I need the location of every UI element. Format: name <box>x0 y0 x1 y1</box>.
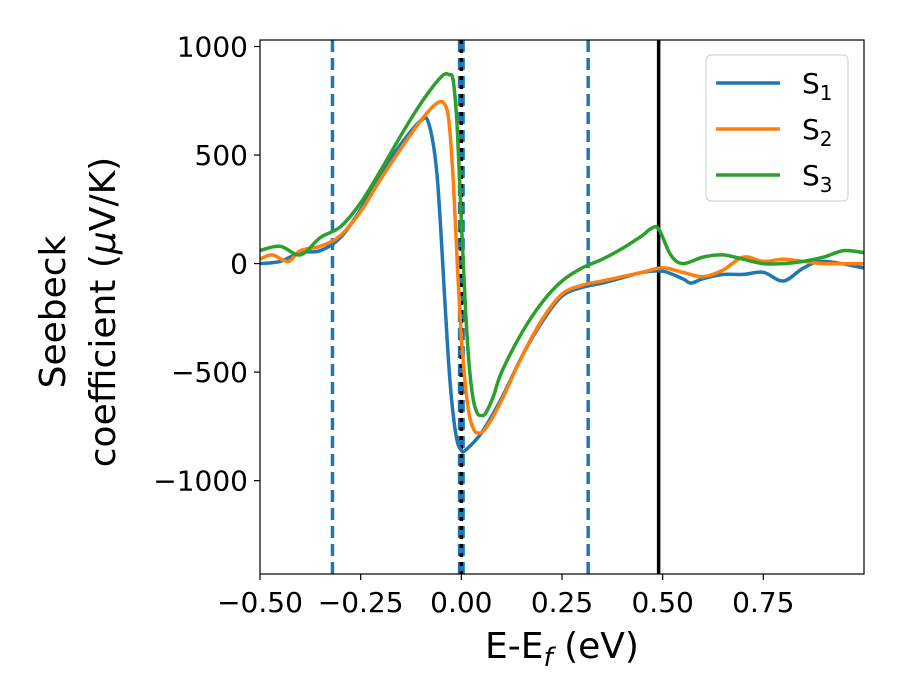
legend-label-sub: 2 <box>820 127 833 151</box>
y-tick-label: 1000 <box>177 31 248 64</box>
x-tick-label: 0.75 <box>732 586 794 619</box>
y-axis-title: Seebeck coefficient (μV/K) <box>33 157 124 467</box>
x-tick-label: −0.25 <box>318 586 404 619</box>
x-tick-label: 0.50 <box>631 586 693 619</box>
legend-label-sub: 3 <box>820 173 833 197</box>
y-axis-title-line2: coefficient (μV/K) <box>83 157 124 467</box>
x-tick-label: −0.50 <box>217 586 303 619</box>
legend-label-2: S2 <box>802 113 833 151</box>
y-tick-label: −1000 <box>153 465 248 498</box>
x-axis-title: E-Ef (eV) <box>485 626 639 673</box>
y-tick-label: 0 <box>230 248 248 281</box>
y-axis-title-line2-main: coefficient ( <box>83 254 124 467</box>
y-axis-title-unit: V/K) <box>83 157 124 231</box>
x-tick-label: 0.25 <box>531 586 593 619</box>
legend-label-main: S <box>802 159 820 192</box>
legend-label-3: S3 <box>802 159 833 197</box>
series-lines <box>260 72 864 454</box>
x-axis-ticks: −0.50 −0.25 0.00 0.25 0.50 0.75 <box>217 574 795 619</box>
series-line-3 <box>260 72 864 418</box>
x-tick-label: 0.00 <box>430 586 492 619</box>
x-axis-title-unit: (eV) <box>553 626 639 667</box>
y-tick-label: 500 <box>195 139 248 172</box>
series-line-2 <box>260 99 864 435</box>
x-axis-title-main: E-E <box>485 626 543 667</box>
y-tick-label: −500 <box>171 356 248 389</box>
legend-label-sub: 1 <box>820 81 833 105</box>
legend-label-main: S <box>802 67 820 100</box>
y-axis-title-mu: μ <box>83 231 124 255</box>
legend-label-main: S <box>802 113 820 146</box>
y-axis-ticks: 1000 500 0 −500 −1000 <box>153 31 260 498</box>
reference-lines <box>330 40 661 574</box>
legend-label-1: S1 <box>802 67 833 105</box>
y-axis-title-line1: Seebeck <box>33 235 74 388</box>
